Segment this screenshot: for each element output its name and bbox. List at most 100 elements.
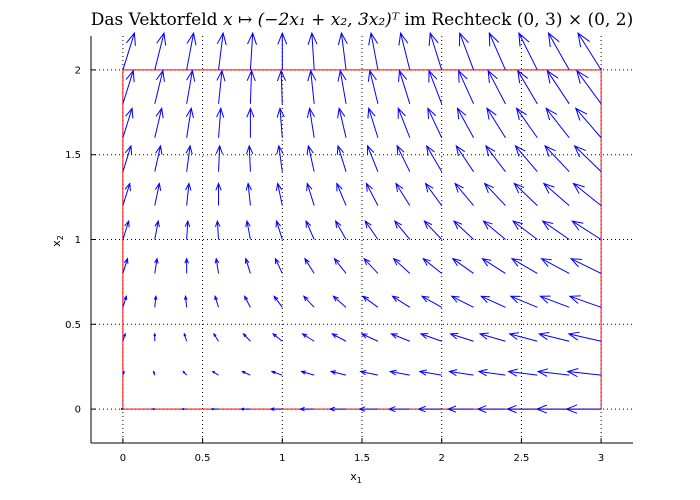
arrow-head bbox=[573, 144, 587, 158]
arrow-head bbox=[572, 182, 585, 194]
arrow-shaft bbox=[340, 33, 347, 70]
vector-arrow bbox=[480, 295, 506, 308]
arrow-head bbox=[392, 257, 401, 266]
arrow-shaft bbox=[458, 70, 475, 105]
vector-arrow bbox=[122, 107, 134, 138]
arrow-shaft bbox=[214, 296, 220, 308]
arrow-shaft bbox=[218, 70, 223, 104]
vector-arrow bbox=[446, 405, 474, 413]
vector-arrow bbox=[275, 182, 283, 206]
arrow-head bbox=[125, 69, 135, 83]
vector-arrow bbox=[184, 294, 188, 308]
arrow-shaft bbox=[574, 145, 602, 173]
vector-arrow bbox=[184, 257, 189, 274]
arrow-shaft bbox=[271, 371, 283, 376]
arrow-head bbox=[515, 107, 527, 120]
arrow-shaft bbox=[363, 258, 379, 274]
vector-arrow bbox=[488, 31, 506, 71]
arrow-head bbox=[124, 219, 130, 228]
vector-arrow bbox=[305, 219, 315, 240]
arrow-shaft bbox=[545, 107, 570, 139]
x-axis-label-sub: 1 bbox=[357, 476, 362, 485]
vector-arrow bbox=[154, 31, 167, 71]
arrow-head bbox=[155, 69, 165, 82]
arrow-shaft bbox=[360, 370, 379, 376]
vector-arrow bbox=[422, 257, 443, 274]
chart-title-middle: im Rechteck bbox=[399, 10, 517, 30]
arrow-head bbox=[456, 107, 467, 120]
vector-arrow bbox=[185, 182, 192, 206]
y-tick-label: 2 bbox=[75, 65, 81, 76]
arrow-shaft bbox=[333, 295, 347, 308]
vector-arrow bbox=[417, 405, 442, 413]
arrow-head bbox=[568, 295, 581, 304]
arrow-shaft bbox=[568, 333, 602, 342]
arrow-head bbox=[542, 182, 555, 194]
x-tick-labels: 0 0.5 1 1.5 2 2.5 3 bbox=[120, 453, 605, 464]
vector-arrow bbox=[566, 368, 602, 378]
x-tick-label: 1 bbox=[279, 453, 285, 464]
arrow-head bbox=[477, 368, 488, 377]
y-tick-label: 1 bbox=[75, 235, 81, 246]
y-tick-label: 0 bbox=[75, 405, 81, 416]
arrow-head bbox=[125, 31, 136, 46]
arrow-shaft bbox=[419, 370, 442, 376]
arrow-head bbox=[246, 106, 255, 118]
arrow-head bbox=[577, 31, 590, 48]
arrow-shaft bbox=[218, 145, 221, 172]
arrow-shaft bbox=[454, 183, 474, 206]
arrow-shaft bbox=[122, 108, 133, 138]
arrow-head bbox=[367, 144, 375, 156]
vector-arrow bbox=[246, 69, 256, 104]
arrow-head bbox=[337, 31, 348, 46]
arrow-head bbox=[517, 69, 529, 84]
arrow-head bbox=[508, 332, 520, 340]
arrow-shaft bbox=[540, 295, 570, 308]
arrow-head bbox=[275, 182, 283, 191]
arrow-head bbox=[301, 333, 308, 338]
arrow-head bbox=[539, 295, 551, 304]
arrow-shaft bbox=[186, 70, 193, 104]
arrow-head bbox=[452, 220, 463, 230]
arrow-shaft bbox=[216, 221, 220, 240]
arrow-shaft bbox=[576, 70, 602, 105]
vector-arrow bbox=[242, 332, 251, 342]
vector-arrow bbox=[245, 219, 251, 240]
arrow-head bbox=[367, 69, 377, 82]
arrow-shaft bbox=[338, 108, 347, 138]
arrow-head bbox=[276, 69, 287, 82]
arrow-head bbox=[333, 257, 341, 265]
vector-arrow bbox=[154, 69, 165, 104]
vector-arrow bbox=[539, 295, 570, 308]
vector-arrow bbox=[571, 220, 602, 240]
arrow-head bbox=[363, 257, 371, 266]
arrow-head bbox=[458, 31, 469, 47]
arrow-shaft bbox=[393, 258, 411, 274]
arrow-shaft bbox=[154, 296, 157, 308]
arrow-shaft bbox=[337, 145, 347, 172]
vector-arrow bbox=[483, 182, 506, 206]
vector-arrow bbox=[509, 295, 538, 308]
arrow-head bbox=[481, 257, 492, 267]
arrow-shaft bbox=[249, 70, 253, 104]
arrow-shaft bbox=[398, 70, 411, 104]
arrow-head bbox=[277, 31, 288, 45]
arrow-head bbox=[185, 144, 193, 155]
arrow-shaft bbox=[428, 70, 443, 105]
arrow-shaft bbox=[571, 220, 602, 240]
arrow-head bbox=[483, 182, 494, 193]
arrow-shaft bbox=[515, 145, 538, 172]
arrow-shaft bbox=[541, 258, 570, 274]
arrow-head bbox=[454, 182, 464, 193]
arrow-shaft bbox=[429, 32, 443, 71]
vector-arrow bbox=[367, 107, 379, 138]
vector-arrow bbox=[239, 407, 251, 411]
arrow-shaft bbox=[391, 333, 411, 342]
y-tick-labels: 0 0.5 1 1.5 2 bbox=[65, 65, 81, 415]
arrow-head bbox=[155, 106, 164, 119]
arrow-shaft bbox=[452, 258, 474, 274]
vector-arrow bbox=[392, 257, 411, 274]
vector-arrow bbox=[388, 369, 410, 376]
arrow-shaft bbox=[479, 333, 506, 342]
arrow-shaft bbox=[426, 145, 443, 172]
